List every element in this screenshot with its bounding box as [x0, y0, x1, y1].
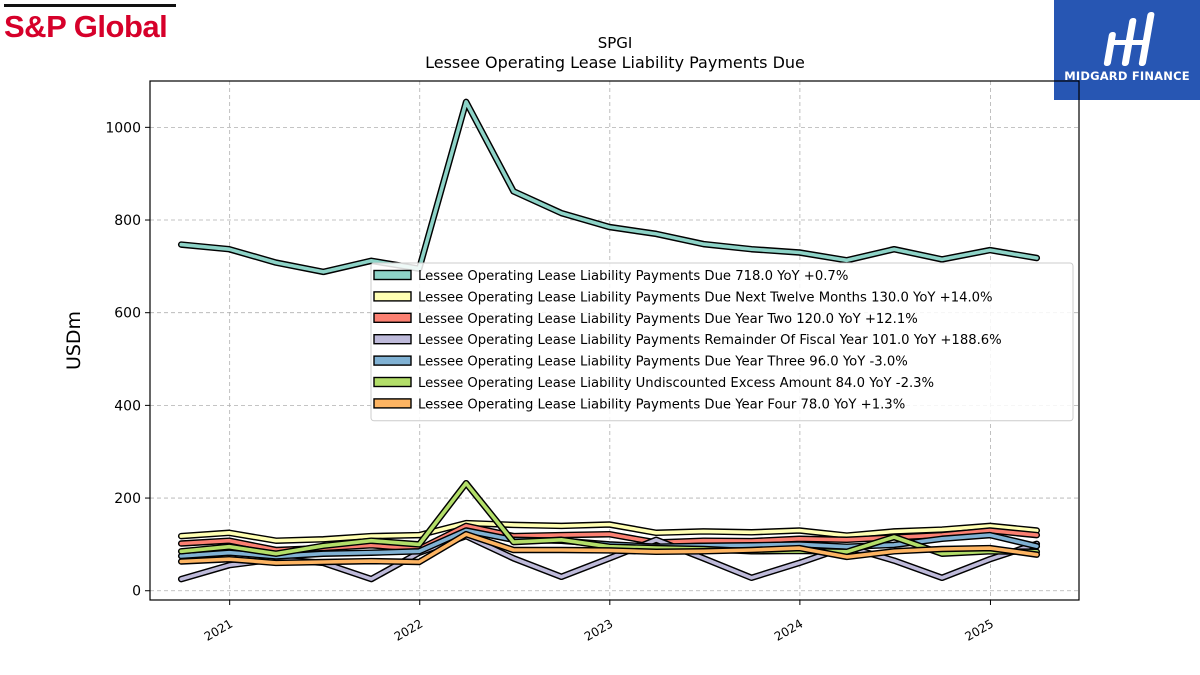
- series-0: [177, 98, 1041, 276]
- chart-subtitle: Lessee Operating Lease Liability Payment…: [425, 53, 805, 72]
- y-tick-label: 600: [114, 306, 141, 322]
- x-tick-label: 2025: [963, 616, 996, 643]
- legend-box: [370, 262, 1074, 422]
- sp-global-logo-text: S&P Global: [4, 9, 168, 44]
- series-5: [177, 479, 1041, 557]
- legend-entry: Lessee Operating Lease Liability Payment…: [418, 333, 1002, 348]
- x-tick-label: 2024: [772, 616, 805, 643]
- plot-frame: [149, 80, 1080, 601]
- legend-entry: Lessee Operating Lease Liability Undisco…: [418, 376, 934, 391]
- chart-title: SPGI: [598, 34, 633, 52]
- grid-lines: [150, 81, 1079, 600]
- series-line: [179, 521, 1039, 543]
- y-axis-label: USDm: [63, 311, 85, 370]
- y-tick-label: 800: [114, 213, 141, 229]
- y-tick-label: 200: [114, 491, 141, 507]
- series-line: [179, 532, 1039, 565]
- y-tick-label: 0: [132, 584, 141, 600]
- sp-global-logo: S&P Global: [4, 4, 176, 45]
- legend-swatch: [373, 291, 412, 302]
- axes: 0 200 400 600 800 1000 2021 2022 2023 2024 2025: [105, 120, 996, 644]
- midgard-emblem-icon: [1103, 12, 1155, 66]
- series-layer: [177, 98, 1041, 583]
- legend-entry: Lessee Operating Lease Liability Payment…: [418, 312, 918, 327]
- series-6: [177, 530, 1041, 567]
- midgard-finance-logo-text: MIDGARD FINANCE: [1064, 69, 1190, 83]
- legend-entry: Lessee Operating Lease Liability Payment…: [418, 355, 908, 370]
- legend: Lessee Operating Lease Liability Payment…: [370, 262, 1074, 422]
- legend-swatch: [373, 398, 412, 409]
- logo-top-rule: [4, 4, 176, 7]
- y-tick-label: 400: [114, 398, 141, 414]
- legend-swatch: [373, 269, 412, 281]
- legend-entry: Lessee Operating Lease Liability Payment…: [418, 397, 905, 412]
- legend-swatch: [373, 312, 412, 323]
- x-tick-label: 2022: [392, 616, 425, 643]
- series-line: [179, 481, 1039, 556]
- legend-swatch: [373, 355, 412, 366]
- y-tick-label: 1000: [105, 120, 141, 136]
- legend-entry: Lessee Operating Lease Liability Payment…: [418, 290, 993, 305]
- legend-swatch: [373, 334, 412, 345]
- x-tick-label: 2021: [202, 616, 235, 643]
- legend-swatch: [373, 376, 412, 388]
- series-line: [179, 100, 1039, 274]
- legend-entry: Lessee Operating Lease Liability Payment…: [418, 269, 848, 284]
- midgard-finance-logo: MIDGARD FINANCE: [1054, 0, 1200, 100]
- series-1: [177, 519, 1041, 544]
- x-tick-label: 2023: [582, 616, 615, 643]
